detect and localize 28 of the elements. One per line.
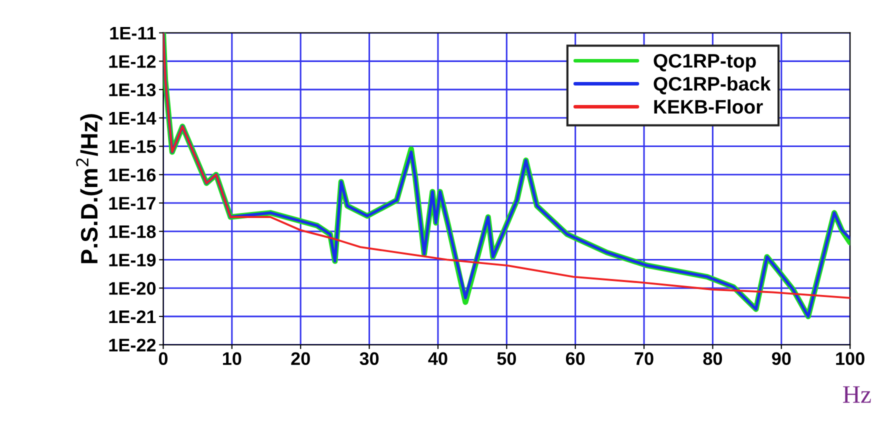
x-tick-label: 100 — [836, 352, 864, 366]
x-tick-label: 60 — [566, 352, 585, 366]
legend-label: QC1RP-back — [654, 76, 771, 94]
legend-label: KEKB-Floor — [654, 99, 763, 114]
y-tick-label: 1E-12 — [109, 55, 156, 68]
y-tick-label: 1E-18 — [109, 225, 156, 238]
x-tick-label: 30 — [360, 352, 379, 366]
x-tick-label: 70 — [634, 352, 654, 366]
y-tick-label: 1E-11 — [110, 26, 156, 40]
x-tick-label: 40 — [428, 352, 448, 366]
x-axis-title: Hz — [843, 386, 871, 403]
x-tick-label: 50 — [497, 352, 516, 366]
y-axis-title: P.S.D.(m$^{2}$/Hz) — [76, 114, 102, 264]
y-tick-label: 1E-16 — [109, 168, 156, 182]
y-tick-label: 1E-17 — [109, 197, 156, 210]
y-tick-label: 1E-22 — [109, 338, 156, 352]
y-tick-label: 1E-13 — [109, 83, 156, 96]
x-tick-label: 80 — [703, 352, 722, 366]
y-tick-label: 1E-15 — [109, 140, 156, 153]
x-tick-label: 10 — [223, 352, 242, 366]
legend-label: QC1RP-top — [654, 54, 756, 72]
y-tick-label: 1E-20 — [109, 282, 156, 295]
y-tick-label: 1E-14 — [109, 112, 156, 124]
y-tick-label: 1E-21 — [109, 310, 156, 323]
x-tick-label: 20 — [291, 352, 310, 366]
y-tick-label: 1E-19 — [109, 254, 156, 266]
x-tick-label: 90 — [772, 352, 791, 366]
x-tick-label: 0 — [158, 352, 168, 366]
